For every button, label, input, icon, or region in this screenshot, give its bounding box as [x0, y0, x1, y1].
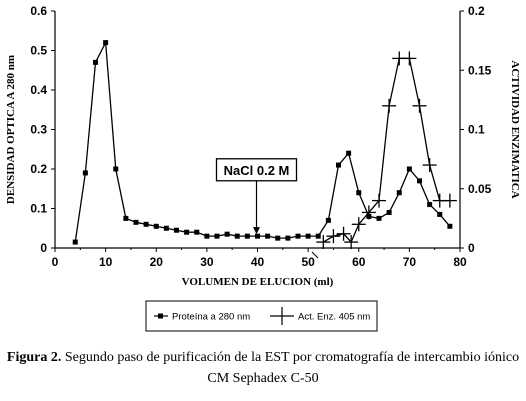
- protein-marker: [93, 59, 98, 65]
- protein-marker: [346, 150, 352, 156]
- y-axis-left-title: DENSIDAD OPTICA A 280 nm: [5, 55, 17, 204]
- y-left-tick-label: 0: [40, 241, 47, 255]
- x-tick-label: 30: [200, 255, 214, 269]
- legend-box: [145, 300, 378, 332]
- enzyme-marker: [422, 158, 437, 173]
- protein-marker: [214, 233, 220, 239]
- protein-marker: [133, 219, 139, 225]
- protein-marker: [184, 229, 190, 235]
- protein-marker: [295, 233, 301, 239]
- protein-marker: [255, 233, 260, 239]
- x-tick-label: 80: [453, 255, 467, 269]
- y-right-tick-label: 0.2: [468, 4, 485, 18]
- protein-marker: [336, 162, 341, 168]
- protein-marker: [82, 170, 88, 176]
- ticks-layer: 0 10 20 30 40 50 60 70 8000.10.20.30.40.50.600.0…: [5, 4, 521, 288]
- protein-marker: [194, 229, 200, 235]
- x-tick-label: 50: [301, 255, 315, 269]
- legend-marker-protein: [158, 313, 163, 319]
- y-left-tick-label: 0.5: [30, 44, 47, 58]
- protein-marker: [447, 223, 453, 229]
- enzyme-marker: [351, 217, 366, 232]
- enzyme-marker: [402, 51, 417, 66]
- y-left-tick-label: 0.3: [30, 123, 47, 137]
- y-right-tick-label: 0.05: [468, 182, 492, 196]
- enzyme-marker: [382, 98, 397, 113]
- protein-marker: [396, 190, 402, 196]
- annotation-layer: NaCl 0.2 M: [215, 158, 319, 259]
- protein-marker: [204, 233, 210, 239]
- axis-break-mark: [311, 251, 319, 259]
- y-left-tick-label: 0.4: [30, 83, 47, 97]
- protein-marker: [406, 166, 412, 172]
- protein-marker: [224, 231, 230, 237]
- caption-label: Figura 2.: [6, 350, 62, 365]
- x-axis-title: VOLUMEN DE ELUCION (ml): [182, 276, 334, 288]
- y-left-tick-label: 0.1: [30, 202, 47, 216]
- protein-marker: [153, 223, 159, 229]
- y-right-tick-label: 0.1: [468, 123, 485, 137]
- protein-marker: [427, 202, 433, 208]
- x-tick-label: 10: [99, 255, 113, 269]
- protein-marker: [437, 211, 443, 217]
- enzyme-marker: [316, 235, 331, 250]
- y-left-tick-label: 0.6: [30, 4, 47, 18]
- protein-marker: [234, 233, 240, 239]
- protein-marker: [275, 235, 281, 241]
- protein-marker: [376, 215, 382, 221]
- protein-marker: [305, 233, 311, 239]
- legend-label-protein: Proteína a 280 nm: [172, 312, 250, 323]
- protein-marker: [143, 221, 149, 227]
- figure-caption: Figura 2. Segundo paso de purificación d…: [0, 347, 526, 389]
- legend: Proteína a 280 nm Act. Enz. 405 nm: [145, 300, 378, 332]
- x-tick-label: 20: [150, 255, 164, 269]
- enzyme-marker: [442, 193, 457, 208]
- protein-marker: [163, 225, 169, 231]
- x-tick-label: 0: [52, 255, 59, 269]
- enzyme-marker: [336, 226, 351, 241]
- y-axis-right-title: ACTIVIDAD ENZIMATICA: [509, 60, 521, 198]
- protein-marker: [356, 190, 362, 196]
- enzyme-marker: [412, 98, 427, 113]
- x-tick-label: 40: [251, 255, 265, 269]
- enzyme-marker: [372, 193, 386, 208]
- x-tick-label: 70: [403, 255, 417, 269]
- protein-marker: [315, 233, 321, 239]
- enzyme-marker: [344, 235, 359, 250]
- protein-marker: [103, 40, 109, 46]
- caption-text: Segundo paso de purificación de la EST p…: [61, 350, 520, 386]
- series-lines: [74, 40, 451, 244]
- protein-marker: [123, 215, 129, 221]
- protein-marker: [417, 178, 422, 184]
- annotation-arrow-head: [253, 227, 260, 235]
- y-right-tick-label: 0.15: [468, 63, 492, 77]
- protein-marker: [174, 227, 179, 233]
- series-markers: [72, 40, 457, 250]
- protein-marker: [244, 233, 250, 239]
- series-line-2: [322, 57, 450, 244]
- y-right-tick-label: 0: [468, 241, 475, 255]
- enzyme-marker: [326, 229, 341, 244]
- protein-marker: [72, 239, 78, 245]
- legend-label-enzyme: Act. Enz. 405 nm: [298, 312, 370, 323]
- annotation-label: NaCl 0.2 M: [224, 163, 290, 178]
- x-tick-label: 60: [352, 255, 366, 269]
- protein-marker: [265, 233, 271, 239]
- y-left-tick-label: 0.2: [30, 162, 47, 176]
- protein-marker: [386, 209, 392, 215]
- series-line-1: [74, 40, 451, 243]
- protein-marker: [113, 166, 119, 172]
- enzyme-marker: [361, 205, 376, 220]
- protein-marker: [325, 217, 331, 223]
- protein-marker: [285, 235, 291, 241]
